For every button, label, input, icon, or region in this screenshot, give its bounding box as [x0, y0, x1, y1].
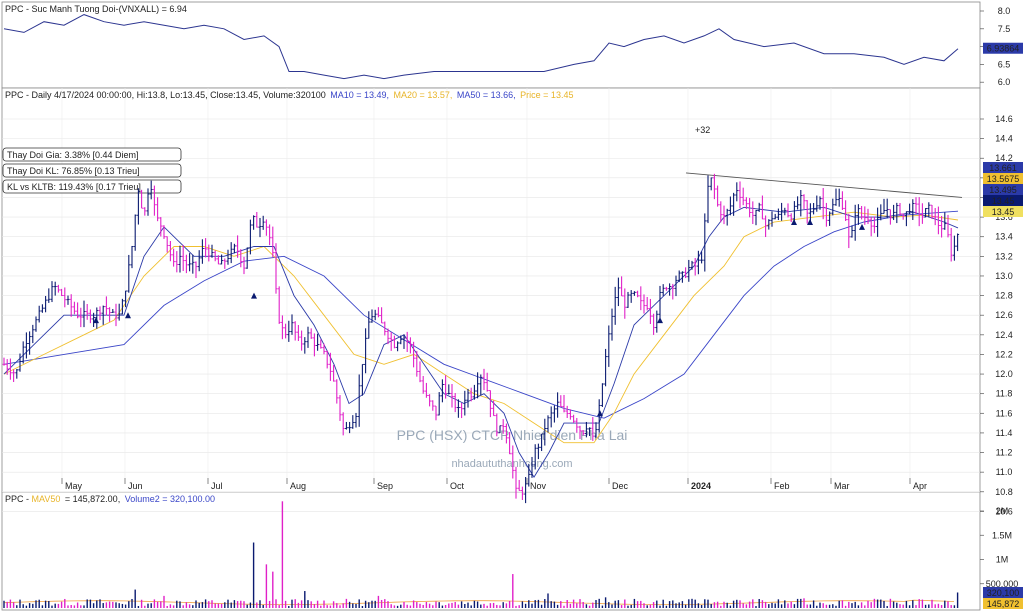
rs-title: PPC - Suc Manh Tuong Doi-(VNXALL) = 6.94 [5, 4, 187, 14]
up-arrow-marker [597, 410, 603, 417]
price-tick-label: 11.4 [996, 428, 1013, 438]
rs-last-badge-bg [983, 42, 1023, 54]
info-box-volume-vs-avg: KL vs KLTB: 119.43% [0.17 Trieu] [7, 182, 141, 192]
up-arrow-marker [125, 312, 131, 319]
up-arrow-marker [251, 292, 257, 299]
header-volume2: Volume2 = 320,100.00 [125, 494, 215, 504]
price-tick-label: 10.6 [995, 506, 1013, 516]
volume-badge: 320,100 [987, 588, 1020, 598]
badge-layer: 6.9386413.66113.567513.49513.4513.45320,… [983, 42, 1023, 609]
volume-mav-line [3, 599, 955, 605]
close-badge: 13.45 [992, 196, 1015, 206]
price-tick-label: 11.0 [996, 467, 1013, 477]
header-ma10: MA10 = 13.49, [330, 90, 389, 100]
volume-panel-frame [1, 491, 981, 611]
price-tick-label: 11.6 [996, 408, 1013, 418]
price-tick-label: 13.2 [995, 251, 1013, 261]
info-box-1-frame [2, 147, 182, 162]
rs-last-badge: 6.93864 [987, 44, 1020, 54]
price-tick-label: 13.6 [995, 212, 1013, 222]
rs-tick-label: 8.0 [998, 6, 1011, 16]
volume-tick-label: 1.5M [992, 530, 1012, 540]
price-tick-label: 12.8 [995, 291, 1013, 301]
month-label: Nov [530, 481, 547, 491]
annotation-plus32: +32 [695, 125, 710, 135]
rs-tick-label: 6.0 [998, 77, 1011, 87]
price-tick-label: 14.4 [995, 134, 1013, 144]
price-tick-label: 11.8 [996, 389, 1013, 399]
price-layer [2, 172, 963, 504]
volume-layer [3, 501, 959, 608]
up-arrow-marker [859, 223, 865, 230]
info-box-price-change: Thay Doi Gia: 3.38% [0.44 Diem] [7, 150, 139, 160]
header-price: Price = 13.45 [520, 90, 573, 100]
grid-lines [2, 88, 980, 512]
month-label: Jun [128, 481, 143, 491]
price-tick-label: 14.6 [995, 114, 1013, 124]
month-label: May [65, 481, 83, 491]
info-box-3-frame [2, 179, 182, 194]
ma20-badge-bg [983, 173, 1023, 184]
price-tick-label: 13.0 [995, 271, 1013, 281]
header-ma20: MA20 = 13.57, [394, 90, 453, 100]
month-label: Apr [913, 481, 927, 491]
volume-header: PPC - MAV50 = 145,872.00, Volume2 = 320,… [5, 494, 215, 504]
month-label: 2024 [691, 481, 711, 491]
ma50-line [3, 210, 959, 419]
month-label: Mar [834, 481, 850, 491]
price-tick-label: 12.2 [995, 349, 1013, 359]
volume-tick-label: 1M [996, 555, 1009, 565]
ma50-badge: 13.661 [989, 163, 1017, 173]
rs-layer [3, 14, 959, 80]
price-header: PPC - Daily 4/17/2024 00:00:00, Hi:13.8,… [5, 90, 573, 100]
price-tick-label: 13.4 [995, 232, 1013, 242]
info-box-volume-change: Thay Doi KL: 76.85% [0.13 Trieu] [7, 166, 140, 176]
info-box-2-frame [2, 163, 182, 178]
up-arrow-marker [93, 317, 99, 324]
price-tick-label: 10.8 [995, 487, 1013, 497]
price-tick-label: 14.2 [995, 153, 1013, 163]
month-label: Aug [290, 481, 306, 491]
watermark-site: nhadaututhanhcong.com [451, 458, 572, 470]
rs-panel-frame [1, 1, 981, 89]
ma10-badge: 13.495 [989, 185, 1017, 195]
price-tick-label: 12.0 [995, 369, 1013, 379]
header-mav50: MAV50 [32, 494, 61, 504]
price-tick-label: 12.4 [995, 330, 1013, 340]
ma10-badge-bg [983, 184, 1023, 195]
up-arrow-marker [807, 219, 813, 226]
volume-badge-bg [983, 587, 1023, 598]
month-label: Sep [377, 481, 393, 491]
rs-line [3, 14, 959, 80]
up-arrow-marker [657, 317, 663, 324]
ma20-badge: 13.5675 [987, 174, 1020, 184]
trend-line [685, 172, 963, 198]
price-tick-label: 12.6 [995, 310, 1013, 320]
mav50-badge: 145,872 [987, 599, 1020, 609]
volume-tick-label: 500,000 [986, 579, 1019, 589]
month-label: Oct [450, 481, 465, 491]
month-label: Dec [612, 481, 629, 491]
rs-tick-label: 7.5 [998, 24, 1011, 34]
close-badge-bg [983, 195, 1023, 206]
up-arrow-marker [791, 219, 797, 226]
rs-tick-label: 6.5 [998, 59, 1011, 69]
mav50-badge-bg [983, 598, 1023, 609]
volume-tick-label: 2M [996, 506, 1009, 516]
price-tick-label: 11.2 [996, 448, 1013, 458]
info-boxes: Thay Doi Gia: 3.38% [0.44 Diem] Thay Doi… [2, 147, 182, 194]
price-badge-bg [983, 206, 1023, 217]
month-label: Jul [211, 481, 223, 491]
price-badge: 13.45 [992, 207, 1015, 217]
header-ma50: MA50 = 13.66, [457, 90, 516, 100]
month-label: Feb [774, 481, 790, 491]
ma50-badge-bg [983, 162, 1023, 173]
